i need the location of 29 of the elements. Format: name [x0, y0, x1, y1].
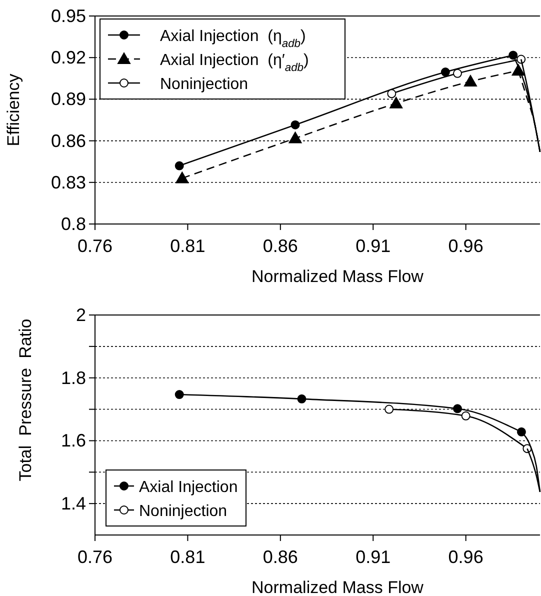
x-tick-label: 0.76	[77, 547, 113, 567]
x-tick-label: 0.86	[262, 547, 298, 567]
legend-label: Noninjection	[139, 503, 228, 520]
x-tick-label: 0.91	[356, 547, 391, 567]
x-axis-title: Normalized Mass Flow	[252, 578, 424, 596]
y-tick-label: 1.8	[60, 368, 86, 388]
legend-label: Axial Injection	[139, 479, 238, 496]
y-tick-label: 0.95	[50, 6, 86, 26]
x-tick-label: 0.86	[262, 236, 298, 256]
y-tick-label: 0.86	[50, 130, 86, 151]
y-tick-label: 1.4	[60, 494, 86, 514]
y-tick-label: 0.8	[60, 214, 86, 234]
x-tick-label: 0.81	[170, 236, 206, 256]
x-axis-title: Normalized Mass Flow	[252, 267, 424, 286]
x-tick-label: 0.91	[356, 236, 391, 256]
x-tick-label: 0.76	[77, 236, 113, 256]
legend-label: Noninjection	[160, 76, 248, 93]
legend-label: Axial Injection (η′$_{adb}$)	[160, 52, 309, 74]
x-tick-label: 0.96	[448, 236, 484, 256]
y-tick-label: 2	[76, 305, 86, 325]
x-tick-label: 0.96	[448, 547, 484, 567]
y-tick-label: 0.92	[50, 48, 86, 68]
y-axis-title: Total Pressure Ratio	[16, 318, 35, 482]
y-axis-title: Efficiency	[4, 73, 23, 146]
y-tick-label: 0.89	[50, 89, 86, 110]
y-tick-label: 0.83	[50, 172, 86, 192]
legend-label: Axial Injection (η$_{adb}$)	[160, 28, 306, 50]
y-tick-label: 1.6	[60, 430, 86, 451]
x-tick-label: 0.81	[170, 547, 206, 567]
